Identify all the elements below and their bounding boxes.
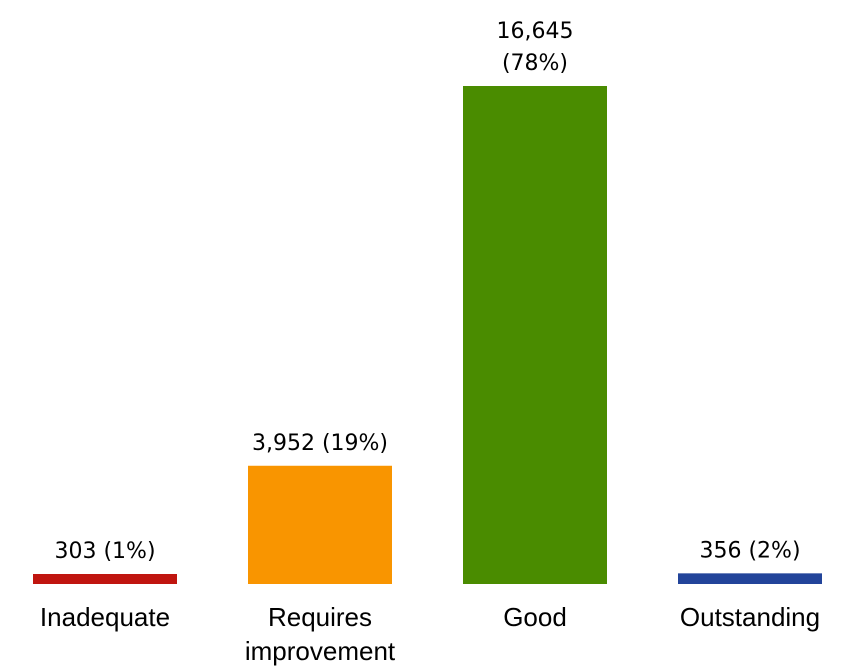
tick-label-good: Good	[503, 602, 567, 632]
data-labels-layer: 303 (1%) 3,952 (19%) 16,645 (78%) 356 (2%)	[54, 19, 800, 564]
bar-requires-improvement	[248, 465, 392, 584]
bar-outstanding	[678, 573, 822, 584]
data-label-inadequate: 303 (1%)	[54, 539, 155, 564]
data-label-good-line-1: 16,645	[497, 19, 574, 44]
data-label-outstanding: 356 (2%)	[699, 538, 800, 563]
bars-layer	[33, 86, 822, 584]
bar-inadequate	[33, 574, 177, 584]
data-label-requires-improvement: 3,952 (19%)	[252, 431, 388, 456]
tick-label-requires-improvement-line-2: improvement	[245, 636, 396, 666]
bar-good	[463, 86, 607, 584]
tick-label-outstanding: Outstanding	[680, 602, 820, 632]
category-axis-labels: Inadequate Requires improvement Good Outstan…	[40, 602, 820, 666]
data-label-good-line-2: (78%)	[502, 51, 568, 76]
tick-label-inadequate: Inadequate	[40, 602, 170, 632]
tick-label-requires-improvement-line-1: Requires	[268, 602, 372, 632]
